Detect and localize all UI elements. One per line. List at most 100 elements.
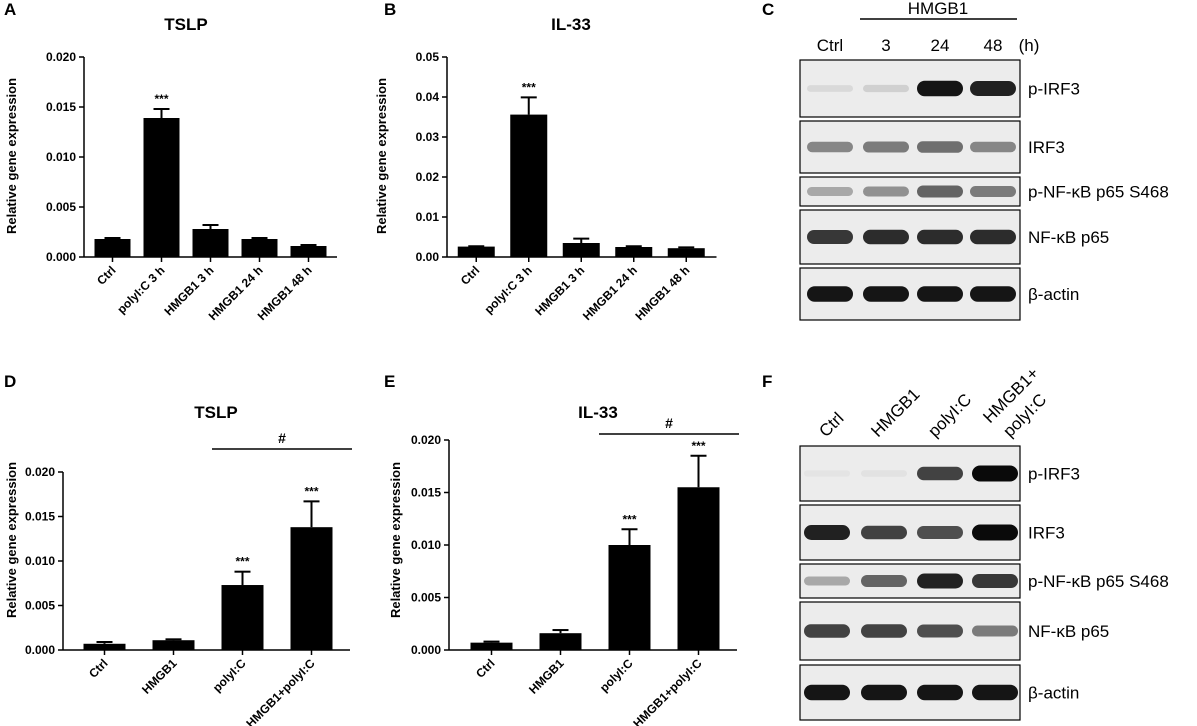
blot-band xyxy=(807,85,853,92)
lane-label: HMGB1 xyxy=(867,385,923,441)
y-axis-label: Relative gene expression xyxy=(4,78,19,234)
y-axis-label: Relative gene expression xyxy=(374,78,389,234)
blot-band xyxy=(972,684,1018,701)
bar xyxy=(143,118,180,257)
chart-title: IL-33 xyxy=(551,15,591,34)
y-tick-label: 0.010 xyxy=(411,538,441,552)
blot-band xyxy=(863,286,909,302)
bar xyxy=(615,247,653,257)
blot-band xyxy=(917,526,963,539)
y-tick-label: 0.020 xyxy=(46,50,76,64)
lane-label: Ctrl xyxy=(815,409,847,441)
blot-band xyxy=(917,185,963,198)
bar xyxy=(152,640,195,650)
significance-label: *** xyxy=(622,512,636,526)
protein-label: β-actin xyxy=(1028,285,1079,304)
blot-band xyxy=(917,684,963,701)
blot-band xyxy=(917,573,963,589)
chart-title: TSLP xyxy=(194,403,237,422)
blot-band xyxy=(917,466,963,481)
bar xyxy=(677,487,720,650)
blot-band xyxy=(863,84,909,93)
bar xyxy=(241,239,278,257)
protein-label: NF-κB p65 xyxy=(1028,228,1109,247)
y-tick-label: 0.020 xyxy=(411,433,441,447)
panel-label-e: E xyxy=(384,372,396,391)
y-tick-label: 0.010 xyxy=(46,150,76,164)
bar xyxy=(562,243,600,257)
blot-band xyxy=(807,286,853,302)
bar xyxy=(290,527,333,650)
bar xyxy=(667,248,705,257)
bracket-label: # xyxy=(278,430,286,446)
y-tick-label: 0.000 xyxy=(25,643,55,657)
y-axis-label: Relative gene expression xyxy=(4,462,19,618)
bar xyxy=(290,246,327,257)
blot-band xyxy=(861,525,907,540)
protein-label: IRF3 xyxy=(1028,524,1065,543)
blot-band xyxy=(970,81,1016,96)
protein-label: β-actin xyxy=(1028,684,1079,703)
y-tick-label: 0.005 xyxy=(25,599,55,613)
bar xyxy=(470,642,513,650)
blot-band xyxy=(970,186,1016,197)
y-tick-label: 0.005 xyxy=(411,591,441,605)
blot-band xyxy=(861,684,907,701)
significance-label: *** xyxy=(154,92,168,106)
bracket-label: # xyxy=(665,415,673,431)
panel-label-a: A xyxy=(4,0,17,19)
y-tick-label: 0.005 xyxy=(46,200,76,214)
blot-band xyxy=(970,229,1016,245)
protein-label: p-NF-κB p65 S468 xyxy=(1028,183,1169,202)
lane-label: Ctrl xyxy=(817,36,843,55)
blot-band xyxy=(972,524,1018,541)
y-tick-label: 0.000 xyxy=(46,250,76,264)
y-tick-label: 0.02 xyxy=(416,170,440,184)
y-axis-label: Relative gene expression xyxy=(388,462,403,618)
y-tick-label: 0.01 xyxy=(416,210,440,224)
y-tick-label: 0.03 xyxy=(416,130,440,144)
blot-band xyxy=(861,624,907,638)
lane-label: 24 xyxy=(931,36,950,55)
blot-band xyxy=(861,470,907,477)
blot-band xyxy=(861,575,907,587)
blot-band xyxy=(972,574,1018,588)
bar xyxy=(539,633,582,650)
blot-strip xyxy=(799,504,1021,561)
blot-band xyxy=(863,229,909,245)
blot-band xyxy=(970,286,1016,302)
blot-band xyxy=(807,230,853,244)
protein-label: IRF3 xyxy=(1028,138,1065,157)
blot-band xyxy=(972,465,1018,482)
time-unit-label: (h) xyxy=(1019,36,1040,55)
significance-label: *** xyxy=(304,484,318,498)
chart-title: TSLP xyxy=(164,15,207,34)
panel-label-d: D xyxy=(4,372,17,391)
y-tick-label: 0.04 xyxy=(416,90,440,104)
group-label: HMGB1 xyxy=(908,0,968,18)
y-tick-label: 0.020 xyxy=(25,465,55,479)
y-tick-label: 0.015 xyxy=(46,100,76,114)
blot-band xyxy=(807,187,853,196)
y-tick-label: 0.015 xyxy=(25,510,55,524)
blot-band xyxy=(804,470,850,477)
blot-band xyxy=(863,186,909,197)
blot-band xyxy=(804,576,850,586)
y-tick-label: 0.00 xyxy=(416,250,440,264)
bar xyxy=(457,246,495,257)
significance-label: *** xyxy=(235,555,249,569)
blot-band xyxy=(917,80,963,97)
blot-band xyxy=(807,141,853,153)
bar xyxy=(608,545,651,650)
protein-label: NF-κB p65 xyxy=(1028,622,1109,641)
protein-label: p-NF-κB p65 S468 xyxy=(1028,572,1169,591)
y-tick-label: 0.05 xyxy=(416,50,440,64)
y-tick-label: 0.000 xyxy=(411,643,441,657)
panel-label-f: F xyxy=(762,372,773,391)
bar xyxy=(192,229,229,257)
blot-band xyxy=(972,625,1018,637)
blot-band xyxy=(917,141,963,153)
